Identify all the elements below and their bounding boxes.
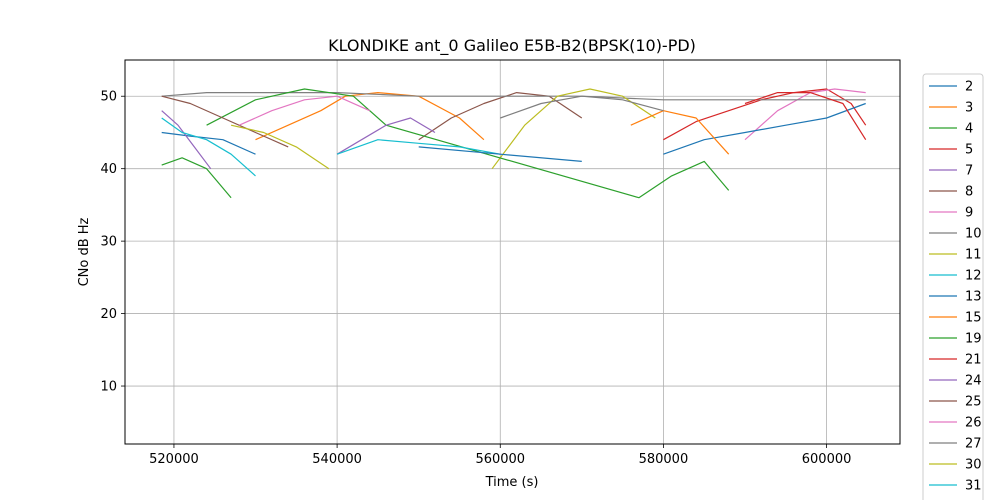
legend-label-15: 15	[965, 311, 982, 326]
series-line-7	[161, 110, 212, 170]
series-line-24	[336, 117, 436, 155]
x-tick-label: 580000	[639, 452, 689, 467]
series-line-8	[418, 91, 583, 141]
legend-label-4: 4	[965, 122, 973, 137]
legend-label-9: 9	[965, 206, 973, 221]
legend-box	[922, 73, 984, 500]
legend-label-3: 3	[965, 101, 973, 116]
x-tick-label: 520000	[149, 452, 199, 467]
y-axis-label: CNo dB Hz	[77, 217, 92, 286]
y-tick-label: 40	[100, 162, 117, 177]
series-line-15	[630, 110, 730, 155]
y-tick-label: 50	[100, 90, 117, 105]
x-tick-label: 540000	[312, 452, 362, 467]
series-line-27	[500, 95, 664, 119]
series-layer	[161, 88, 867, 199]
legend-label-30: 30	[965, 458, 982, 473]
legend-label-11: 11	[965, 248, 982, 263]
plot-frame	[124, 59, 901, 445]
series-line-19	[206, 88, 730, 199]
legend-label-2: 2	[965, 80, 973, 95]
legend-label-10: 10	[965, 227, 982, 242]
series-line-30	[230, 124, 330, 170]
legend-label-25: 25	[965, 395, 982, 410]
legend-label-24: 24	[965, 374, 982, 389]
series-line-33	[418, 146, 582, 162]
legend-label-7: 7	[965, 164, 973, 179]
series-line-13	[663, 102, 866, 155]
legend-label-26: 26	[965, 416, 982, 431]
legend: 23457891011121315192124252627303133	[922, 73, 984, 500]
legend-label-8: 8	[965, 185, 973, 200]
legend-label-5: 5	[965, 143, 973, 158]
grid	[125, 60, 900, 444]
series-line-31	[336, 139, 501, 155]
legend-label-31: 31	[965, 479, 982, 494]
y-tick-label: 20	[100, 307, 117, 322]
series-line-25	[161, 95, 289, 148]
x-tick-label: 560000	[475, 452, 525, 467]
y-tick-label: 10	[100, 380, 117, 395]
x-tick-label: 600000	[802, 452, 852, 467]
legend-label-27: 27	[965, 437, 982, 452]
series-line-11	[491, 88, 656, 170]
legend-label-12: 12	[965, 269, 982, 284]
x-axis-label: Time (s)	[485, 475, 539, 490]
legend-label-19: 19	[965, 332, 982, 347]
y-tick-label: 30	[100, 235, 117, 250]
series-line-4	[161, 157, 232, 199]
series-line-5	[663, 88, 867, 141]
legend-label-13: 13	[965, 290, 982, 305]
series-line-21	[744, 91, 867, 141]
series-line-26	[238, 95, 370, 126]
legend-label-21: 21	[965, 353, 982, 368]
series-line-12	[161, 117, 256, 177]
axis-ticks: 520000 540000 560000 580000 600000 10 20 30 40 50	[100, 90, 851, 467]
chart-title: KLONDIKE ant_0 Galileo E5B-B2(BPSK(10)-P…	[328, 36, 696, 56]
series-line-10	[161, 91, 866, 101]
series-line-3	[255, 91, 485, 141]
series-line-2	[161, 131, 256, 155]
